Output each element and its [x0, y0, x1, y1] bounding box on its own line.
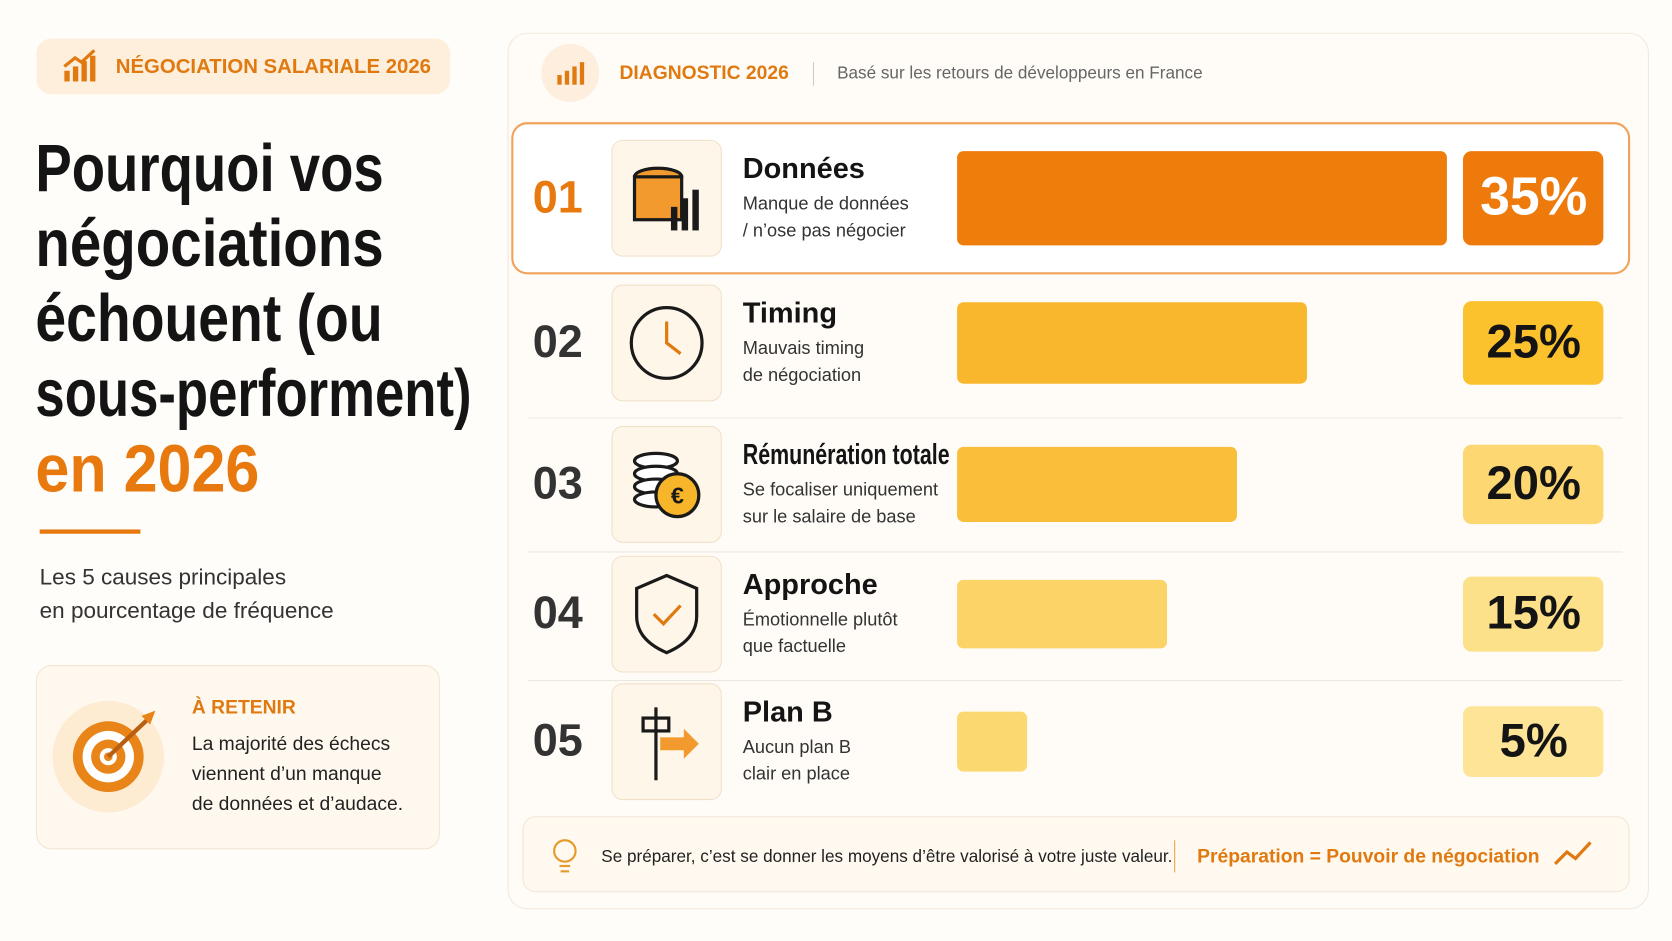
- panel-subtitle: Basé sur les retours de développeurs en …: [837, 62, 1203, 82]
- target-icon: [52, 700, 165, 813]
- row-title: Données: [743, 153, 865, 185]
- bar: [957, 711, 1028, 772]
- row-description: Se focaliser uniquement: [743, 480, 938, 500]
- subtitle: en pourcentage de fréquence: [40, 598, 334, 623]
- icon-part: [629, 305, 704, 380]
- value-label-box: [1462, 301, 1604, 385]
- row-description: Mauvais timing: [743, 338, 864, 358]
- row-number: 01: [533, 171, 583, 222]
- icon-box: [611, 555, 722, 673]
- icon-part: [681, 198, 689, 231]
- icon-part: [654, 472, 701, 519]
- icon-part: [641, 716, 671, 733]
- icon-part: [660, 728, 699, 759]
- row-description: que factuelle: [743, 636, 846, 656]
- subtitle: Les 5 causes principales: [40, 565, 286, 590]
- badge: [36, 38, 451, 95]
- headline: Pourquoi vos: [35, 132, 383, 206]
- bar: [957, 446, 1237, 522]
- row-number: 05: [533, 715, 583, 766]
- bar: [957, 151, 1447, 246]
- row-description: Aucun plan B: [743, 737, 851, 757]
- takeaway-text: La majorité des échecs: [192, 734, 390, 755]
- row-icon: [641, 707, 699, 781]
- value-label: 20%: [1487, 456, 1581, 509]
- headline: sous-performent): [35, 357, 471, 431]
- headline: échouent (ou: [35, 282, 382, 356]
- row-description: Émotionnelle plutôt: [743, 609, 898, 629]
- icon-part: [665, 321, 682, 355]
- value-label: 25%: [1487, 315, 1581, 368]
- bar: [957, 302, 1307, 384]
- panel-icon: [557, 62, 585, 85]
- icon-part: [692, 189, 699, 231]
- row-icon: [635, 573, 699, 655]
- row-title: Rémunération totale: [743, 439, 950, 471]
- takeaway-text: viennent d’un manque: [192, 764, 382, 785]
- row-title: Approche: [743, 569, 878, 601]
- value-label: 5%: [1500, 713, 1568, 766]
- row-description: clair en place: [743, 764, 850, 784]
- row-icon: [629, 305, 704, 380]
- icon-part: [635, 573, 699, 655]
- row-number: 02: [533, 316, 583, 367]
- row-description: Manque de données: [743, 194, 909, 214]
- panel-title: DIAGNOSTIC 2026: [620, 63, 790, 84]
- value-label: 15%: [1487, 586, 1581, 639]
- value-label-box: [1462, 706, 1604, 778]
- takeaway-text: de données et d’audace.: [192, 794, 403, 815]
- row-icon: [632, 166, 699, 231]
- badge-icon: [63, 49, 96, 82]
- icon-part: €: [671, 483, 684, 509]
- value-label-box: [1462, 444, 1604, 525]
- footer-highlight: Préparation = Pouvoir de négociation: [1197, 846, 1539, 867]
- row-description: sur le salaire de base: [743, 506, 916, 526]
- value-label-box: [1462, 576, 1604, 652]
- value-label-box: [1462, 151, 1604, 246]
- icon-part: [670, 206, 678, 231]
- bulb-icon: [553, 839, 577, 873]
- trend-icon: [1554, 841, 1592, 865]
- row-description: / n’ose pas négocier: [743, 220, 906, 240]
- takeaway-title: À RETENIR: [192, 696, 296, 719]
- panel-icon: [541, 43, 600, 102]
- row-number: 04: [533, 587, 583, 638]
- row-icon: €: [632, 451, 701, 519]
- icon-part: [652, 604, 682, 627]
- headline-highlight: en 2026: [35, 432, 259, 506]
- badge-text: NÉGOCIATION SALARIALE 2026: [116, 55, 431, 78]
- row-description: de négociation: [743, 365, 861, 385]
- footer-box: [522, 816, 1630, 893]
- row-title: Plan B: [743, 696, 833, 728]
- headline: négociations: [35, 207, 383, 281]
- row-number: 03: [533, 457, 583, 508]
- value-label: 35%: [1480, 167, 1587, 227]
- footer-text: Se préparer, c’est se donner les moyens …: [601, 846, 1172, 866]
- divider: [39, 529, 141, 534]
- row-title: Timing: [743, 298, 837, 330]
- bar: [957, 579, 1168, 649]
